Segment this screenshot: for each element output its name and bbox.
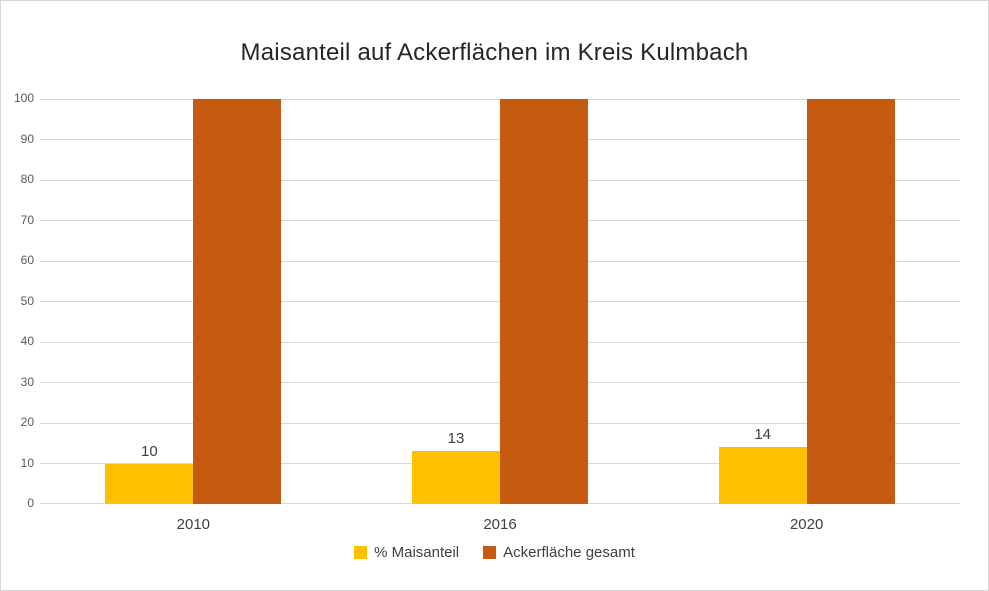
legend-item-maisanteil: % Maisanteil <box>354 544 459 561</box>
legend-label: % Maisanteil <box>374 544 460 561</box>
data-label: 10 <box>140 442 158 460</box>
y-tick-label: 70 <box>20 212 34 227</box>
bar-ackerflaeche-2016 <box>500 99 588 504</box>
bar-maisanteil-2016 <box>412 451 500 504</box>
data-label: 14 <box>754 426 771 444</box>
y-tick-label: 0 <box>27 496 34 510</box>
legend-swatch-icon <box>483 546 497 559</box>
y-tick-label: 60 <box>20 253 34 267</box>
legend-swatch-icon <box>354 546 368 559</box>
bar-ackerflaeche-2010 <box>193 99 282 504</box>
y-tick-label: 80 <box>20 172 34 186</box>
y-tick-label: 100 <box>13 91 34 105</box>
x-tick-label: 2010 <box>176 516 211 533</box>
y-tick-label: 40 <box>20 334 34 348</box>
y-tick-label: 30 <box>20 374 34 389</box>
x-tick-label: 2016 <box>483 516 517 533</box>
y-tick-label: 10 <box>20 455 34 470</box>
x-tick-label: 2020 <box>789 516 824 533</box>
legend-item-ackerflaeche: Ackerfläche gesamt <box>483 544 635 561</box>
data-label: 13 <box>447 430 465 448</box>
chart-title: Maisanteil auf Ackerflächen im Kreis Kul… <box>240 39 749 66</box>
legend: % Maisanteil Ackerfläche gesamt <box>1 544 988 561</box>
y-tick-label: 90 <box>20 131 34 146</box>
y-tick-label: 20 <box>20 415 34 429</box>
bar-ackerflaeche-2020 <box>806 99 895 504</box>
bar-maisanteil-2010 <box>105 463 194 504</box>
plot-area: 10 13 14 <box>40 98 960 504</box>
bar-maisanteil-2020 <box>718 447 807 504</box>
y-tick-label: 50 <box>20 293 34 308</box>
legend-label: Ackerfläche gesamt <box>503 544 635 561</box>
